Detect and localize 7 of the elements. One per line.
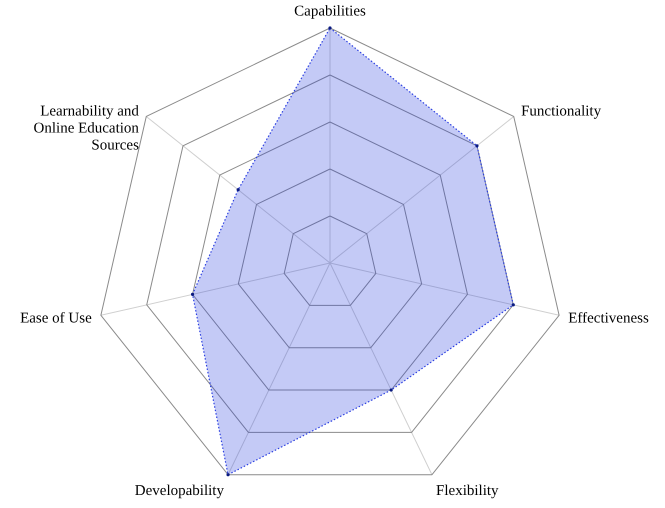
spoke-label: Learnability and Online Education Sources xyxy=(34,104,140,154)
spoke-label: Ease of Use xyxy=(20,310,92,326)
spoke-label: Functionality xyxy=(521,104,602,120)
spoke-label: Capabilities xyxy=(294,4,366,20)
spoke-label: Effectiveness xyxy=(568,310,649,326)
spoke-label: Developability xyxy=(134,483,224,500)
spoke-label: Flexibility xyxy=(436,483,500,500)
